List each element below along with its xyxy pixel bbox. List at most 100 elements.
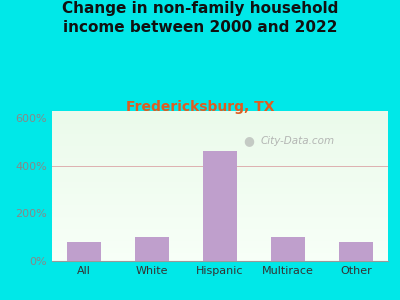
Bar [52,116,388,117]
Bar [52,240,388,242]
Bar [52,167,388,168]
Bar [52,114,388,116]
Bar [52,243,388,244]
Bar [52,236,388,237]
Bar [52,174,388,176]
Bar [52,118,388,120]
Bar [52,122,388,123]
Bar [52,123,388,124]
Bar [52,117,388,118]
Bar [52,218,388,219]
Bar [52,248,388,249]
Bar [67,242,101,261]
Bar [52,135,388,136]
Bar [52,249,388,250]
Bar [52,252,388,254]
Bar [52,258,388,260]
Bar [52,144,388,146]
Bar [52,165,388,166]
Bar [52,200,388,201]
Bar [52,112,388,114]
Bar [52,147,388,148]
Bar [52,201,388,202]
Text: City-Data.com: City-Data.com [260,136,334,146]
Bar [52,208,388,210]
Bar [52,171,388,172]
Bar [52,124,388,126]
Bar [52,146,388,147]
Text: Change in non-family household
income between 2000 and 2022: Change in non-family household income be… [62,2,338,35]
Bar [52,214,388,216]
Bar [52,120,388,122]
Bar [52,126,388,128]
Bar [52,136,388,138]
Bar [52,162,388,164]
Bar [52,228,388,230]
Bar [52,256,388,258]
Bar [52,152,388,153]
Bar [339,242,373,261]
Bar [52,195,388,196]
Bar [52,189,388,190]
Bar [52,128,388,129]
Bar [203,152,237,261]
Bar [52,225,388,226]
Bar [52,198,388,200]
Bar [52,154,388,156]
Bar [52,234,388,236]
Bar [52,142,388,144]
Bar [52,190,388,192]
Bar [52,140,388,141]
Bar [52,192,388,194]
Bar [52,204,388,206]
Bar [52,250,388,252]
Bar [52,260,388,261]
Bar [52,213,388,214]
Bar [52,231,388,232]
Bar [52,184,388,186]
Bar [52,220,388,222]
Bar [52,111,388,112]
Bar [52,230,388,231]
Bar [52,238,388,240]
Bar [52,153,388,154]
Bar [52,244,388,246]
Bar [52,242,388,243]
Bar [52,169,388,171]
Bar [52,210,388,212]
Text: Fredericksburg, TX: Fredericksburg, TX [126,100,274,115]
Bar [52,130,388,132]
Bar [52,232,388,234]
Bar [135,237,169,261]
Bar [52,183,388,184]
Bar [52,129,388,130]
Bar [52,172,388,174]
Text: ●: ● [244,134,254,148]
Bar [52,216,388,218]
Bar [52,180,388,182]
Bar [52,196,388,198]
Bar [52,224,388,225]
Bar [52,188,388,189]
Bar [52,206,388,207]
Bar [52,134,388,135]
Bar [52,176,388,177]
Bar [52,255,388,256]
Bar [52,219,388,220]
Bar [271,237,305,261]
Bar [52,150,388,152]
Bar [52,207,388,208]
Bar [52,156,388,158]
Bar [52,237,388,238]
Bar [52,158,388,159]
Bar [52,222,388,224]
Bar [52,182,388,183]
Bar [52,132,388,134]
Bar [52,159,388,160]
Bar [52,194,388,195]
Bar [52,168,388,170]
Bar [52,138,388,140]
Bar [52,246,388,247]
Bar [52,148,388,150]
Bar [52,141,388,142]
